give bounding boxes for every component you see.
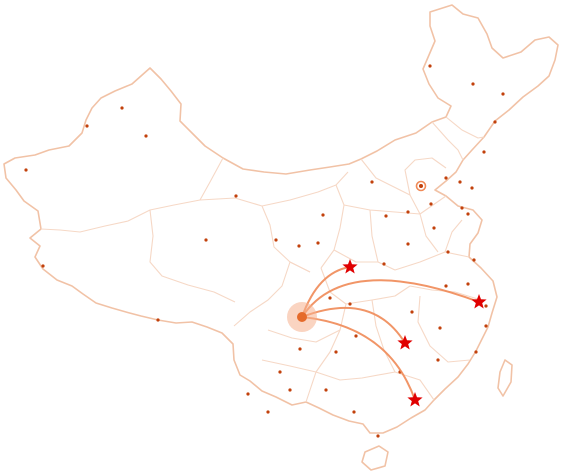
province-border — [199, 197, 311, 273]
province-border — [233, 261, 311, 327]
city-dot — [484, 304, 488, 308]
city-dot — [41, 264, 45, 268]
city-dot — [352, 410, 356, 414]
route-to-destination-south-coast — [301, 316, 416, 401]
city-dot — [432, 226, 436, 230]
route-to-destination-south-central — [301, 306, 406, 344]
city-dot — [266, 410, 270, 414]
city-dot — [406, 210, 410, 214]
city-dot — [482, 150, 486, 154]
city-dot — [316, 241, 320, 245]
city-dot — [446, 250, 450, 254]
province-border — [419, 213, 439, 253]
city-dot — [444, 176, 448, 180]
hainan-island — [361, 445, 389, 471]
origin-marker — [287, 302, 317, 332]
province-border — [149, 209, 236, 303]
province-border — [261, 359, 435, 401]
city-dot — [466, 212, 470, 216]
destination-stars — [342, 259, 487, 407]
city-dot — [471, 82, 475, 86]
star-icon — [397, 335, 413, 350]
city-dot — [470, 186, 474, 190]
city-dot — [278, 370, 282, 374]
taiwan-island — [497, 359, 513, 397]
city-dot — [85, 124, 89, 128]
province-border — [305, 303, 347, 403]
city-dot — [120, 106, 124, 110]
city-dot — [460, 206, 464, 210]
province-border — [371, 299, 396, 373]
province-border — [333, 249, 378, 263]
city-dot — [384, 214, 388, 218]
city-dot — [410, 310, 414, 314]
city-dot — [429, 202, 433, 206]
province-border — [261, 171, 349, 207]
city-dot — [444, 284, 448, 288]
city-dot — [354, 334, 358, 338]
route-to-destination-east-coast — [301, 279, 480, 318]
city-dots — [24, 64, 505, 438]
city-dot — [438, 326, 442, 330]
city-dot — [274, 238, 278, 242]
city-dot — [436, 358, 440, 362]
city-dot — [324, 388, 328, 392]
city-dot — [204, 238, 208, 242]
star-icon — [407, 392, 423, 407]
star-icon — [342, 259, 358, 274]
province-border — [320, 267, 411, 305]
province-border — [369, 209, 470, 271]
city-dot — [288, 388, 292, 392]
city-dot — [328, 296, 332, 300]
province-border — [40, 157, 224, 233]
province-border — [431, 121, 464, 161]
province-border — [445, 116, 485, 139]
city-dot — [484, 324, 488, 328]
province-border — [343, 195, 447, 215]
ring-dot-center — [419, 184, 423, 188]
city-dot — [472, 258, 476, 262]
star-icon — [471, 294, 487, 309]
city-dot — [458, 180, 462, 184]
province-border — [404, 157, 447, 196]
city-dot — [321, 213, 325, 217]
city-dot — [474, 350, 478, 354]
city-dot — [370, 180, 374, 184]
province-border — [444, 219, 463, 253]
city-dot — [501, 92, 505, 96]
city-dot — [24, 168, 28, 172]
city-dot — [298, 347, 302, 351]
city-dot — [246, 392, 250, 396]
city-dot — [466, 282, 470, 286]
city-dot — [376, 434, 380, 438]
city-dot — [406, 242, 410, 246]
province-border — [320, 184, 345, 269]
capital-marker — [415, 180, 427, 192]
city-dot — [493, 120, 497, 124]
origin-dot — [297, 312, 307, 322]
city-dot — [234, 194, 238, 198]
country-outline — [3, 4, 559, 434]
city-dot — [348, 302, 352, 306]
city-dot — [334, 350, 338, 354]
province-border — [417, 295, 471, 363]
city-dot — [144, 134, 148, 138]
province-borders — [40, 116, 485, 403]
city-dot — [156, 318, 160, 322]
province-border — [360, 158, 421, 215]
city-dot — [297, 244, 301, 248]
city-dot — [382, 262, 386, 266]
city-dot — [428, 64, 432, 68]
ring-dot-icon — [415, 180, 427, 192]
province-border — [267, 329, 341, 343]
